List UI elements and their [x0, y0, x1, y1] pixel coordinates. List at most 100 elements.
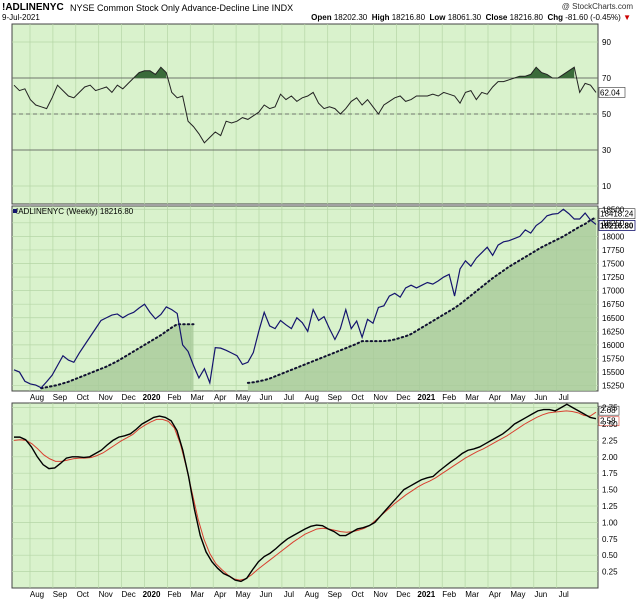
ma-dotted-line: [40, 323, 195, 390]
rsi-last-value-box: [598, 87, 626, 98]
month-tick-label: Jun: [260, 590, 273, 599]
pmo-line: [14, 403, 597, 583]
symbol-description: NYSE Common Stock Only Advance-Decline L…: [70, 3, 294, 13]
pmo-tick-label: 2.75: [602, 404, 618, 413]
rsi-tick-label: 10: [602, 182, 611, 191]
chart-date: 9-Jul-2021: [2, 13, 40, 22]
pmo-tick-label: 1.00: [602, 518, 618, 527]
pmo-series: 2.68 2.58: [13, 403, 620, 583]
month-tick-label: May: [510, 393, 525, 402]
rsi-last-value: 62.04: [600, 88, 621, 97]
month-tick-label: Sep: [328, 393, 343, 402]
price-tick-label: 16750: [602, 300, 625, 309]
month-tick-label: Sep: [53, 393, 68, 402]
month-tick-label: May: [510, 590, 525, 599]
month-tick-label: Nov: [99, 393, 113, 402]
month-tick-label: Jul: [284, 590, 294, 599]
ma-dotted-line: [246, 216, 597, 384]
close-value: 18216.80: [509, 13, 543, 22]
month-tick-label: Mar: [465, 590, 479, 599]
open-label: Open: [311, 13, 332, 22]
stockcharts-brand[interactable]: @ StockCharts.com: [561, 2, 633, 11]
ohlc-readout: Open 18202.30 High 18216.80 Low 18061.30…: [311, 13, 631, 22]
chart-header: !ADLINENYC NYSE Common Stock Only Advanc…: [0, 0, 639, 24]
symbol-label: !ADLINENYC: [2, 2, 64, 13]
rsi-overbought-fill: [133, 67, 167, 78]
month-tick-label: Feb: [168, 393, 182, 402]
month-tick-label: Nov: [99, 590, 113, 599]
ma-last-value-box: [598, 208, 636, 219]
price-tick-label: 18000: [602, 232, 625, 241]
gridlines: [12, 24, 598, 588]
rsi-tick-label: 30: [602, 146, 611, 155]
chg-label: Chg: [547, 13, 564, 22]
price-legend-swatch: [13, 209, 17, 213]
price-series: 18418.24 18216.80: [13, 208, 636, 391]
pmo-tick-label: 0.50: [602, 551, 618, 560]
rsi-line: [13, 66, 597, 144]
month-tick-label: May: [236, 590, 251, 599]
pmo-signal-last-value: 2.58: [600, 417, 616, 426]
rsi-tick-label: 90: [602, 38, 611, 47]
low-value: 18061.30: [447, 13, 482, 22]
month-tick-label: May: [236, 393, 251, 402]
price-tick-label: 17250: [602, 273, 625, 282]
pmo-signal-line: [13, 410, 597, 581]
month-tick-label: Apr: [489, 590, 502, 599]
price-last-value: 18216.80: [600, 221, 634, 230]
month-tick-label: Aug: [30, 590, 44, 599]
month-tick-label: Nov: [373, 590, 387, 599]
pmo-signal-last-value-box: [598, 416, 620, 427]
month-tick-label: Jun: [260, 393, 273, 402]
close-label: Close: [485, 13, 508, 22]
adline-price-line: [13, 208, 597, 389]
year-tick-label: 2021: [417, 393, 435, 402]
pmo-last-value-box: [598, 405, 620, 416]
month-tick-label: Feb: [442, 590, 456, 599]
month-tick-label: Oct: [77, 590, 90, 599]
pmo-last-value: 2.68: [600, 406, 616, 415]
pmo-tick-label: 1.25: [602, 502, 618, 511]
ma-last-value: 18418.24: [600, 210, 634, 219]
price-legend: !ADLINENYC (Weekly) 18216.80: [16, 207, 134, 216]
pmo-tick-label: 2.00: [602, 453, 618, 462]
high-label: High: [371, 13, 390, 22]
pmo-tick-label: 1.50: [602, 486, 618, 495]
high-value: 18216.80: [391, 13, 426, 22]
price-tick-label: 16000: [602, 341, 625, 350]
rsi-tick-label: 70: [602, 74, 611, 83]
month-tick-label: Dec: [121, 393, 135, 402]
month-tick-label: Aug: [30, 393, 44, 402]
month-tick-label: Sep: [328, 590, 343, 599]
month-tick-label: Jul: [559, 590, 569, 599]
month-tick-label: Feb: [168, 590, 182, 599]
price-tick-label: 16500: [602, 314, 625, 323]
year-tick-label: 2021: [417, 590, 435, 599]
pmo-tick-label: 2.25: [602, 436, 618, 445]
price-tick-label: 15750: [602, 354, 625, 363]
month-tick-label: Sep: [53, 590, 68, 599]
year-tick-label: 2020: [143, 393, 161, 402]
month-tick-label: Jun: [534, 590, 547, 599]
month-tick-label: Feb: [442, 393, 456, 402]
price-tick-label: 15250: [602, 382, 625, 391]
pmo-tick-label: 1.75: [602, 469, 618, 478]
open-value: 18202.30: [333, 13, 368, 22]
rsi-tick-label: 50: [602, 110, 611, 119]
price-tick-label: 17750: [602, 246, 625, 255]
price-tick-label: 16250: [602, 327, 625, 336]
month-tick-label: Aug: [305, 393, 319, 402]
axis-labels: Aug Aug Sep Sep Oct Oct Nov Nov Dec Dec 2020 2020 Fe…: [30, 38, 625, 599]
month-tick-label: Mar: [465, 393, 479, 402]
month-tick-label: Jul: [284, 393, 294, 402]
year-tick-label: 2020: [143, 590, 161, 599]
month-tick-label: Nov: [373, 393, 387, 402]
pmo-tick-label: 0.25: [602, 568, 618, 577]
ma-area-fill: [41, 324, 194, 391]
month-tick-label: Apr: [214, 590, 227, 599]
ma-area-fill: [247, 217, 596, 391]
pmo-tick-label: 0.75: [602, 535, 618, 544]
month-tick-label: Dec: [396, 393, 410, 402]
price-tick-label: 15500: [602, 368, 625, 377]
